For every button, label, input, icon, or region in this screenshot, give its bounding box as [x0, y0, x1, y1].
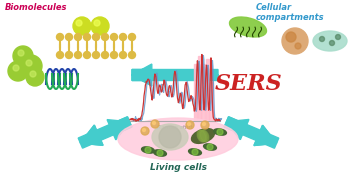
Circle shape: [319, 36, 325, 42]
Circle shape: [151, 120, 159, 128]
Circle shape: [186, 121, 194, 129]
Text: Biomolecules: Biomolecules: [5, 3, 68, 12]
Circle shape: [76, 20, 82, 26]
Ellipse shape: [230, 17, 267, 37]
Ellipse shape: [118, 118, 238, 160]
Circle shape: [286, 32, 296, 42]
Circle shape: [203, 122, 205, 125]
Circle shape: [129, 33, 136, 40]
Circle shape: [129, 51, 136, 59]
Text: Cellular
compartments: Cellular compartments: [256, 3, 325, 22]
Bar: [209, 82, 213, 121]
Circle shape: [74, 51, 82, 59]
Ellipse shape: [197, 130, 206, 142]
Ellipse shape: [199, 130, 207, 142]
Circle shape: [84, 33, 90, 40]
Circle shape: [110, 51, 117, 59]
Circle shape: [159, 126, 181, 148]
Circle shape: [20, 55, 42, 77]
Bar: [206, 59, 209, 121]
Circle shape: [91, 17, 109, 35]
Bar: [201, 64, 205, 121]
Text: Raman shift: Raman shift: [157, 125, 193, 130]
Circle shape: [13, 46, 33, 66]
Circle shape: [73, 17, 91, 35]
Circle shape: [66, 33, 73, 40]
FancyArrow shape: [132, 64, 218, 86]
Circle shape: [13, 65, 19, 71]
Ellipse shape: [153, 150, 166, 156]
Ellipse shape: [200, 130, 209, 142]
Circle shape: [18, 50, 24, 56]
Circle shape: [157, 150, 163, 156]
Ellipse shape: [189, 149, 201, 155]
Ellipse shape: [142, 147, 155, 153]
Circle shape: [188, 122, 190, 125]
Circle shape: [145, 147, 151, 153]
FancyArrow shape: [132, 64, 152, 86]
Circle shape: [26, 68, 44, 86]
Circle shape: [142, 129, 146, 132]
Circle shape: [57, 33, 63, 40]
Circle shape: [101, 33, 109, 40]
Circle shape: [217, 129, 223, 135]
FancyArrow shape: [80, 117, 132, 145]
FancyArrow shape: [224, 117, 249, 140]
Ellipse shape: [313, 31, 347, 51]
Circle shape: [26, 60, 32, 66]
Circle shape: [84, 51, 90, 59]
Circle shape: [295, 43, 301, 49]
Circle shape: [282, 28, 308, 54]
Circle shape: [120, 51, 126, 59]
Circle shape: [120, 33, 126, 40]
Bar: [198, 56, 201, 121]
FancyArrow shape: [224, 117, 277, 146]
Circle shape: [57, 51, 63, 59]
Circle shape: [152, 122, 156, 125]
Circle shape: [93, 51, 99, 59]
Circle shape: [101, 51, 109, 59]
Ellipse shape: [204, 144, 216, 150]
Circle shape: [207, 144, 213, 150]
Circle shape: [74, 33, 82, 40]
Circle shape: [93, 33, 99, 40]
Text: SERS: SERS: [215, 73, 283, 95]
Ellipse shape: [152, 124, 188, 150]
Ellipse shape: [192, 129, 215, 143]
Circle shape: [330, 40, 335, 46]
FancyArrow shape: [198, 64, 218, 86]
Circle shape: [192, 149, 198, 155]
Circle shape: [201, 121, 209, 129]
Circle shape: [335, 35, 340, 40]
FancyArrow shape: [254, 125, 279, 148]
FancyArrow shape: [107, 117, 132, 140]
Ellipse shape: [214, 129, 226, 135]
FancyArrow shape: [78, 125, 103, 148]
Circle shape: [30, 71, 36, 77]
Circle shape: [110, 33, 117, 40]
Circle shape: [66, 51, 73, 59]
Circle shape: [94, 20, 100, 26]
Text: Living cells: Living cells: [150, 163, 206, 172]
Circle shape: [141, 127, 149, 135]
Circle shape: [8, 61, 28, 81]
Bar: [194, 64, 198, 121]
